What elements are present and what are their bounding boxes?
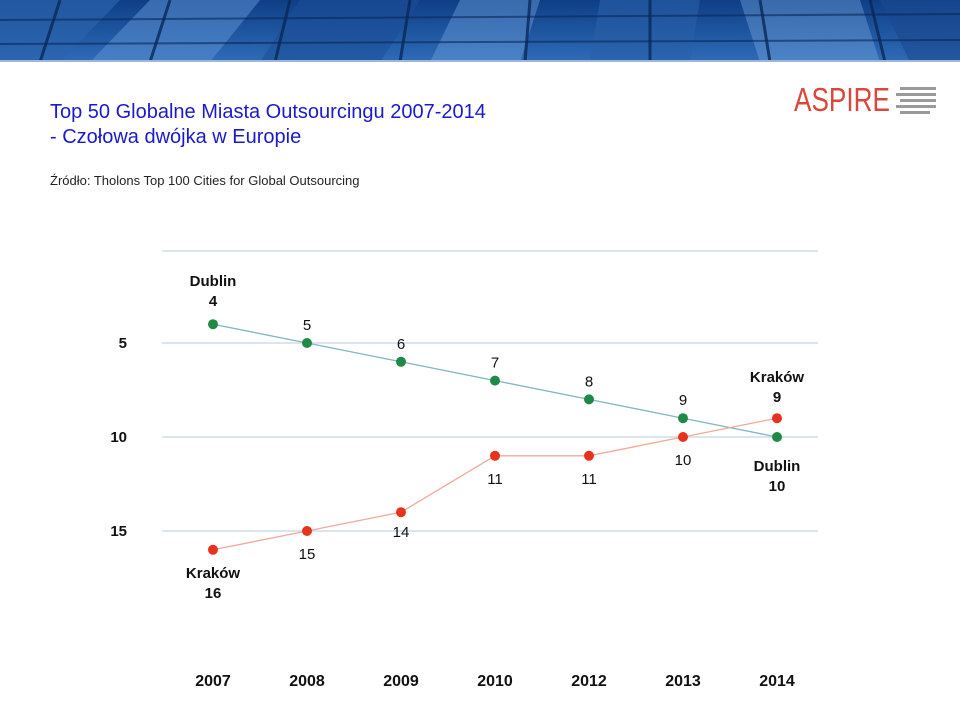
data-label-dublin-2009: 6 xyxy=(397,336,405,353)
endpoint-name-krakw-2014: Kraków xyxy=(750,369,805,386)
data-point-krakw-2014 xyxy=(772,413,782,424)
data-label-krakw-2012: 11 xyxy=(581,471,597,488)
page-title: Top 50 Globalne Miasta Outsourcingu 2007… xyxy=(50,100,486,150)
y-tick-label-15: 15 xyxy=(110,523,127,540)
x-tick-label-2008: 2008 xyxy=(289,673,325,690)
data-label-dublin-2008: 5 xyxy=(303,317,311,334)
glass-building-image xyxy=(0,0,960,62)
data-point-krakw-2009 xyxy=(396,507,406,518)
data-point-dublin-2009 xyxy=(396,356,406,367)
title-line-1: Top 50 Globalne Miasta Outsourcingu 2007… xyxy=(50,101,486,123)
x-tick-label-2009: 2009 xyxy=(383,673,419,690)
data-point-dublin-2012 xyxy=(584,394,594,405)
x-tick-label-2012: 2012 xyxy=(571,673,607,690)
title-line-2: - Czołowa dwójka w Europie xyxy=(50,126,302,148)
x-tick-label-2010: 2010 xyxy=(477,673,513,690)
data-label-krakw-2013: 10 xyxy=(675,452,692,469)
data-label-krakw-2009: 14 xyxy=(393,524,410,541)
data-point-krakw-2010 xyxy=(490,450,500,461)
data-point-dublin-2013 xyxy=(678,413,688,424)
data-point-dublin-2008 xyxy=(302,338,312,348)
data-point-dublin-2014 xyxy=(772,432,782,442)
x-tick-label-2007: 2007 xyxy=(195,673,231,690)
endpoint-name-dublin-2007: Dublin xyxy=(190,273,237,290)
aspire-logo: ASPIRE xyxy=(792,80,942,125)
source-note: Źródło: Tholons Top 100 Cities for Globa… xyxy=(50,173,360,188)
logo-stripes-icon xyxy=(896,87,936,114)
endpoint-value-dublin-2007: 4 xyxy=(209,293,218,310)
data-point-krakw-2013 xyxy=(678,432,688,442)
data-label-dublin-2012: 8 xyxy=(585,373,593,390)
endpoint-value-krakw-2007: 16 xyxy=(205,585,222,602)
data-point-dublin-2007 xyxy=(208,319,218,330)
data-label-dublin-2013: 9 xyxy=(679,392,687,409)
y-tick-label-10: 10 xyxy=(110,429,127,446)
data-point-krakw-2008 xyxy=(302,526,312,536)
endpoint-name-krakw-2007: Kraków xyxy=(186,565,241,582)
x-tick-label-2014: 2014 xyxy=(759,673,795,690)
header-banner-image xyxy=(0,0,960,62)
data-label-dublin-2010: 7 xyxy=(491,355,499,372)
data-label-krakw-2008: 15 xyxy=(299,546,316,563)
endpoint-value-krakw-2014: 9 xyxy=(773,389,781,406)
data-point-dublin-2010 xyxy=(490,375,500,386)
endpoint-name-dublin-2014: Dublin xyxy=(754,458,801,475)
x-tick-label-2013: 2013 xyxy=(665,673,701,690)
endpoint-value-dublin-2014: 10 xyxy=(769,478,786,495)
data-point-krakw-2007 xyxy=(208,544,218,555)
data-label-krakw-2010: 11 xyxy=(487,471,503,488)
logo-text: ASPIRE xyxy=(794,81,890,118)
y-tick-label-5: 5 xyxy=(119,335,127,352)
data-point-krakw-2012 xyxy=(584,450,594,461)
aspire-logo-image: ASPIRE xyxy=(794,81,936,118)
